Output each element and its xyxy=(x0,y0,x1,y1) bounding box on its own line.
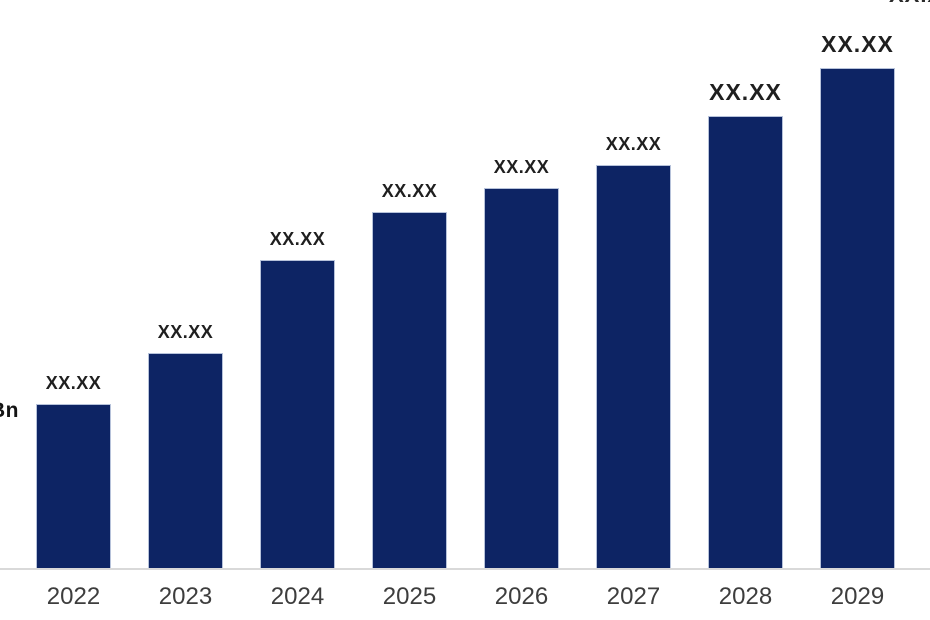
bar-2026 xyxy=(484,188,559,569)
bar-2023 xyxy=(148,353,223,569)
bar-value-label-2022: XX.XX xyxy=(45,373,102,393)
bar-value-label-2024: XX.XX xyxy=(269,229,326,249)
cropped-top-right-label-text: XX.XX xyxy=(889,0,930,4)
bar-2025 xyxy=(372,212,447,569)
bar-2024 xyxy=(260,260,335,569)
x-tick-label-2022: 2022 xyxy=(46,583,101,610)
bar-2028 xyxy=(708,116,783,569)
x-tick-label-2023: 2023 xyxy=(158,583,213,610)
bar-value-label-2023: XX.XX xyxy=(157,322,214,342)
bar-value-label-2029: XX.XX xyxy=(821,31,894,57)
x-tick-label-2025: 2025 xyxy=(382,583,437,610)
x-tick-label-2026: 2026 xyxy=(494,583,549,610)
y-axis-unit-label: Bn xyxy=(0,399,19,422)
x-axis-line xyxy=(0,568,930,570)
cropped-top-right-label: XX.XX xyxy=(889,0,930,4)
bar-value-label-2028: XX.XX xyxy=(709,79,782,105)
x-tick-label-2029: 2029 xyxy=(830,583,885,610)
bar-2027 xyxy=(596,165,671,569)
bar-value-label-2025: XX.XX xyxy=(381,181,438,201)
x-tick-label-2027: 2027 xyxy=(606,583,661,610)
bar-value-label-2027: XX.XX xyxy=(605,134,662,154)
bar-2029 xyxy=(820,68,895,569)
x-tick-label-2024: 2024 xyxy=(270,583,325,610)
x-tick-label-2028: 2028 xyxy=(718,583,773,610)
bar-value-label-2026: XX.XX xyxy=(493,157,550,177)
bar-2022 xyxy=(36,404,111,569)
